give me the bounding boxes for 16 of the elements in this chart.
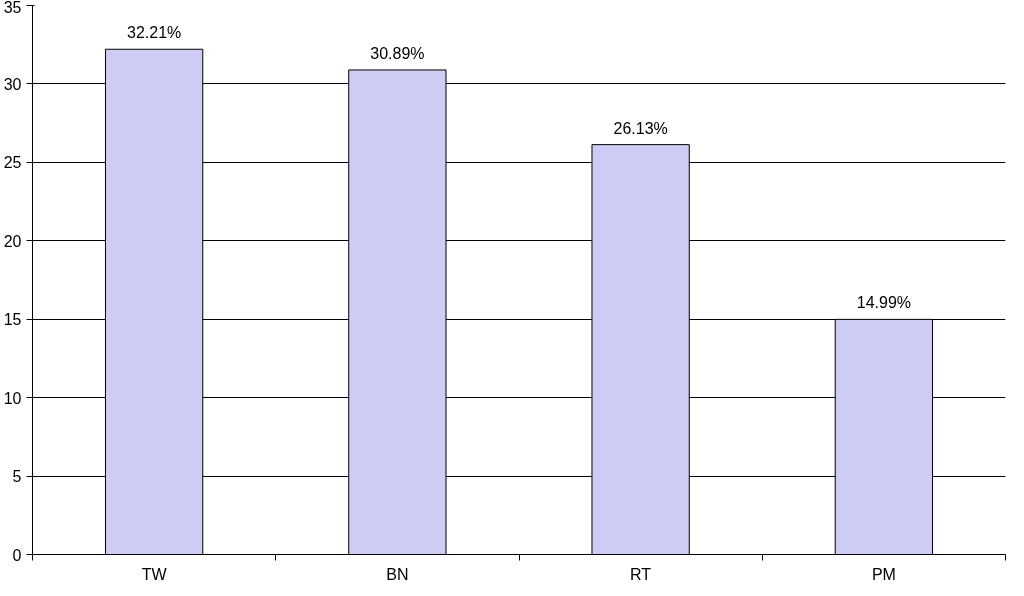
- data-label: 32.21%: [126, 24, 182, 42]
- y-tick-label: 0: [12, 546, 22, 564]
- x-tick-label: PM: [871, 565, 896, 583]
- y-tick-label: 30: [3, 75, 22, 93]
- y-tick-label: 25: [3, 154, 22, 172]
- x-tick-label: TW: [141, 565, 168, 583]
- x-tick-label: RT: [630, 565, 652, 583]
- y-tick-label: 5: [12, 468, 22, 486]
- data-label: 14.99%: [856, 294, 912, 312]
- y-tick-label: 35: [3, 0, 22, 16]
- data-label: 26.13%: [613, 119, 668, 137]
- y-tick-label: 10: [3, 389, 22, 407]
- x-tick-label: BN: [386, 565, 409, 583]
- y-tick-label: 20: [3, 232, 22, 250]
- y-tick-label: 15: [3, 311, 22, 329]
- data-label: 30.89%: [370, 44, 425, 62]
